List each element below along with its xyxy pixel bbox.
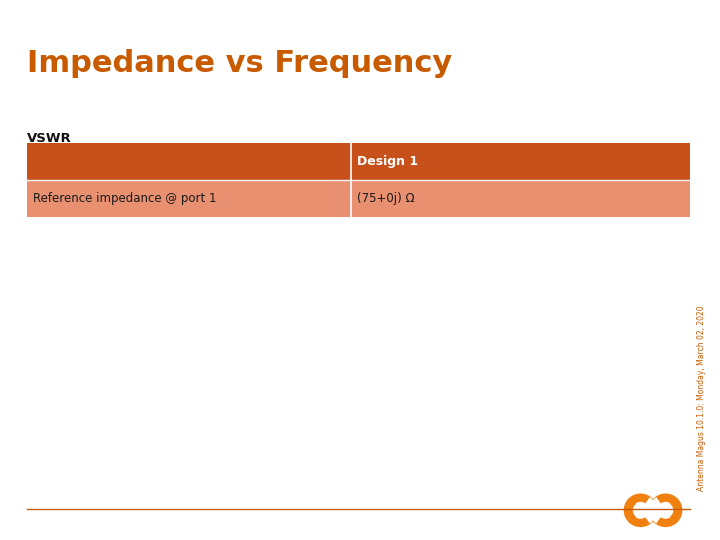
Circle shape <box>633 503 648 518</box>
Wedge shape <box>624 497 636 523</box>
Text: Impedance vs Frequency: Impedance vs Frequency <box>27 49 453 78</box>
Text: VSWR: VSWR <box>27 132 72 145</box>
Circle shape <box>658 503 673 518</box>
Circle shape <box>649 494 682 526</box>
Text: (75+0j) Ω: (75+0j) Ω <box>357 192 415 205</box>
Wedge shape <box>645 497 657 523</box>
Wedge shape <box>670 497 682 523</box>
Text: Antenna Magus 10.1.0: Monday, March 02, 2020: Antenna Magus 10.1.0: Monday, March 02, … <box>697 306 706 491</box>
Text: Reference impedance @ port 1: Reference impedance @ port 1 <box>33 192 217 205</box>
Text: Design 1: Design 1 <box>357 155 418 168</box>
Wedge shape <box>649 497 661 523</box>
Circle shape <box>624 494 657 526</box>
